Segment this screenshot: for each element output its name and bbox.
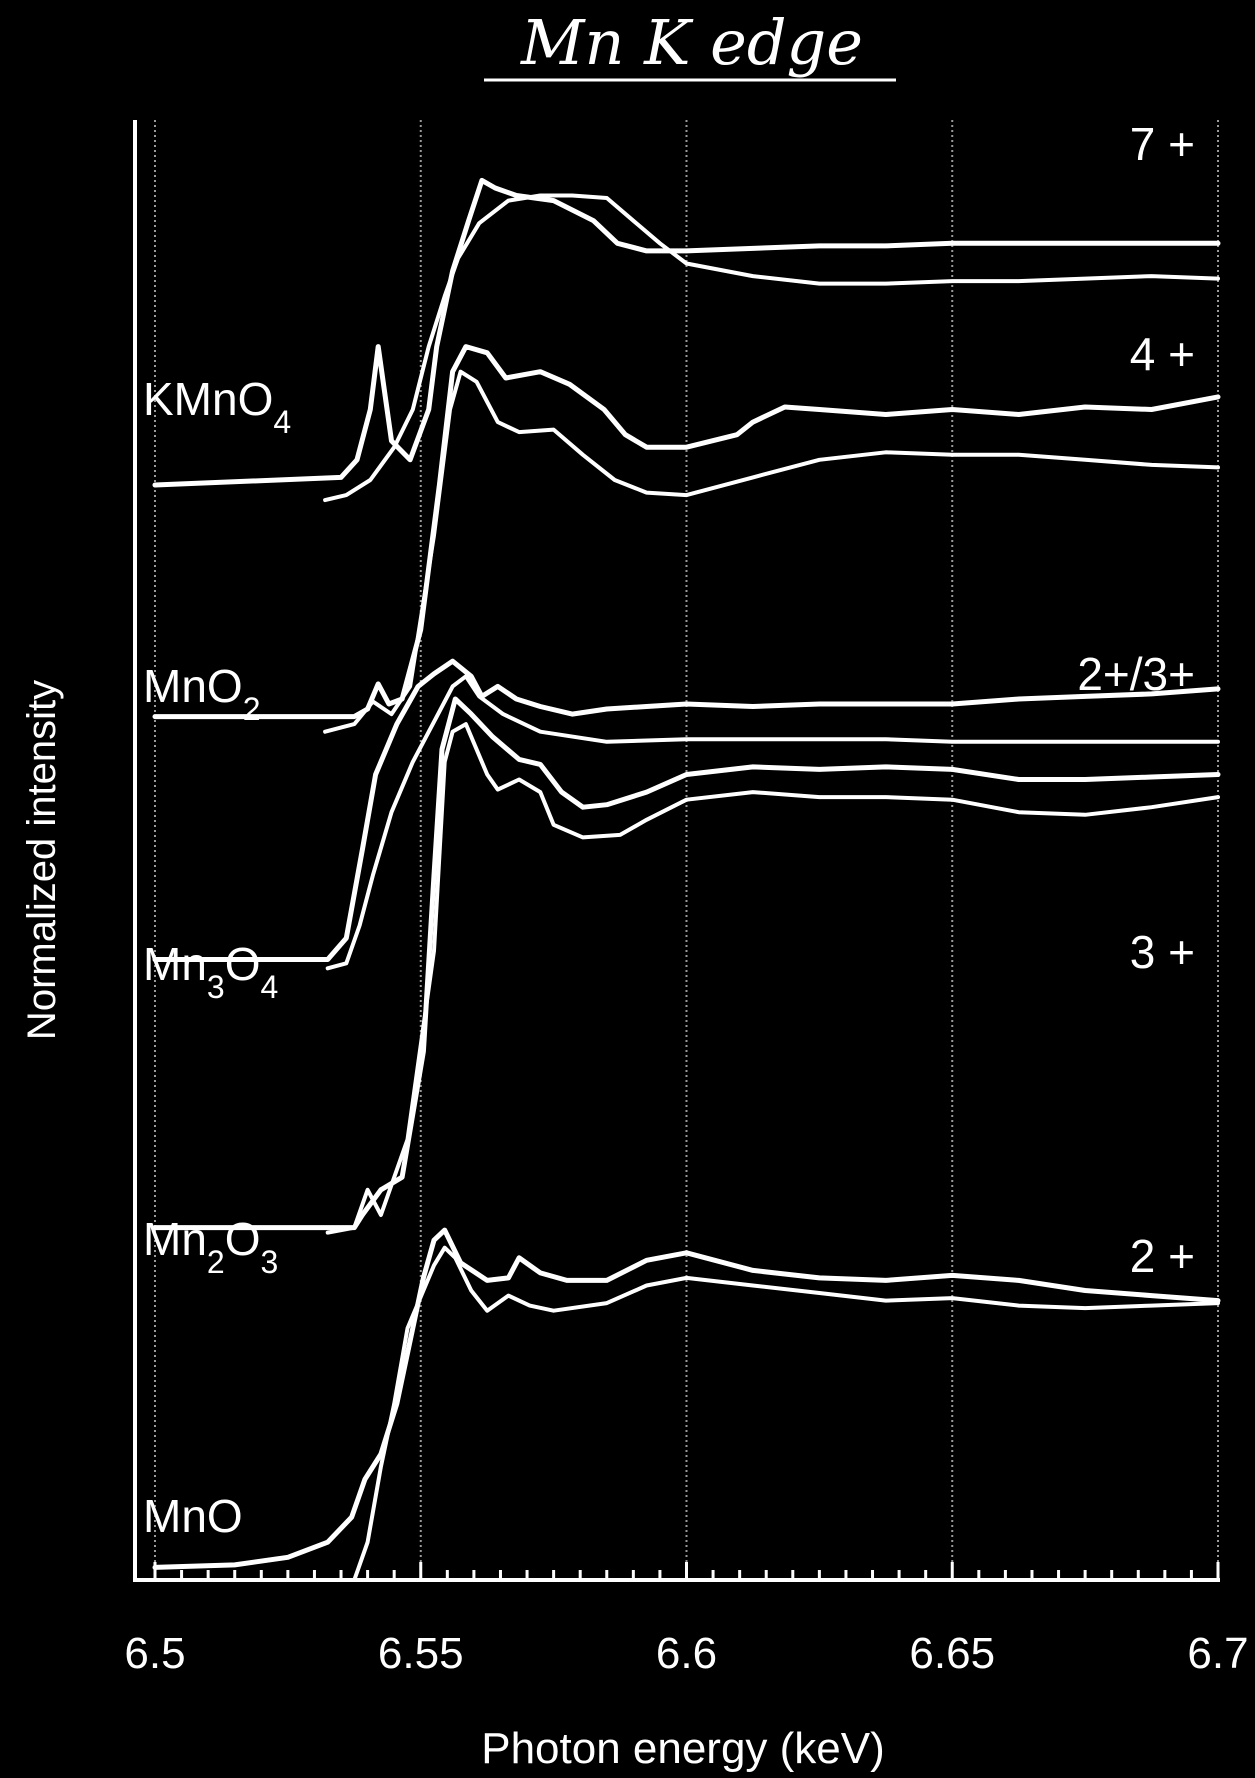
- series-line-6: [152, 696, 1221, 1231]
- oxidation-label-4: 2 +: [1130, 1230, 1195, 1282]
- oxidation-label-2: 2+/3+: [1077, 648, 1195, 700]
- y-axis-label: Normalized intensity: [20, 680, 64, 1040]
- series-line-2: [152, 344, 1221, 720]
- x-tick-label-2: 6.6: [656, 1629, 717, 1678]
- series-line-0: [152, 177, 1221, 488]
- reference-label-2: Mn3O4: [143, 938, 278, 1005]
- x-tick-label-4: 6.7: [1187, 1629, 1248, 1678]
- series-line-7: [325, 722, 1220, 1235]
- x-tick-label-3: 6.65: [909, 1629, 995, 1678]
- x-tick-label-0: 6.5: [124, 1629, 185, 1678]
- grid-lines: [154, 120, 1219, 1580]
- series-line-1: [323, 193, 1220, 503]
- x-tick-label-1: 6.55: [378, 1629, 464, 1678]
- reference-label-3: Mn2O3: [143, 1213, 278, 1280]
- series-line-4: [152, 658, 1221, 962]
- oxidation-label-1: 4 +: [1130, 328, 1195, 380]
- series-line-8: [152, 1227, 1221, 1570]
- series-line-5: [325, 674, 1220, 971]
- reference-label-1: MnO2: [143, 660, 260, 727]
- reference-label-0: KMnO4: [143, 373, 291, 440]
- oxidation-label-3: 3 +: [1130, 926, 1195, 978]
- series-line-9: [352, 1245, 1220, 1582]
- x-axis-ticks: 6.5 6.55 6.6 6.65 6.7: [124, 1562, 1249, 1678]
- reference-label-4: MnO: [143, 1490, 243, 1542]
- reference-labels: KMnO4 MnO2 Mn3O4 Mn2O3 MnO: [143, 373, 291, 1542]
- oxidation-label-0: 7 +: [1130, 118, 1195, 170]
- series-group: [152, 177, 1221, 1582]
- series-line-3: [323, 369, 1220, 734]
- oxidation-labels: 7 + 4 + 2+/3+ 3 + 2 +: [1077, 118, 1195, 1282]
- chart-title: Mn K edge: [520, 6, 863, 79]
- x-axis-label: Photon energy (keV): [481, 1724, 885, 1773]
